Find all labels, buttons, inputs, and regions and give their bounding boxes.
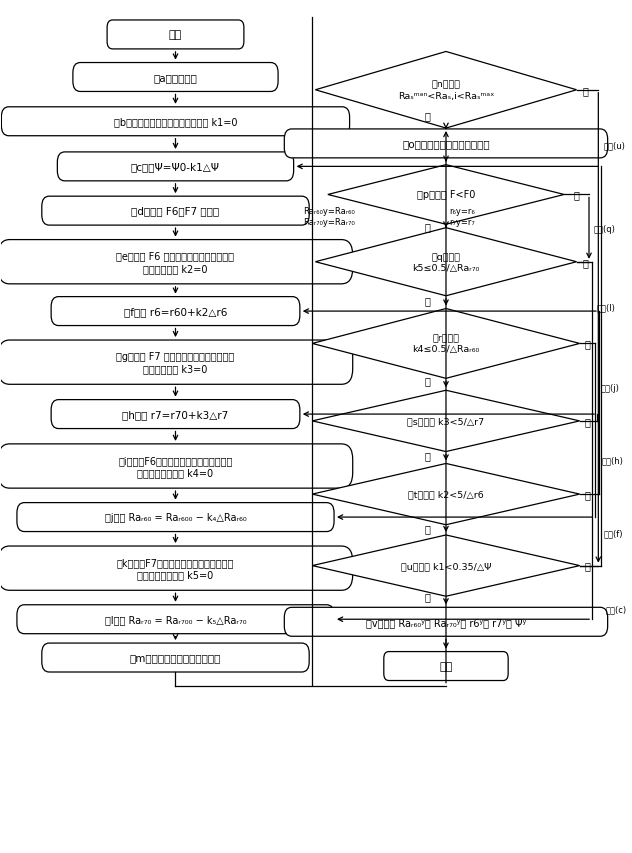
Text: 开始: 开始 [169,31,182,40]
Polygon shape [312,391,580,452]
Text: 否: 否 [425,296,430,305]
Text: 步骤(j): 步骤(j) [600,384,619,392]
Text: 是: 是 [585,561,591,571]
Text: （q）判断
k5≤0.5/△Raᵣ₇₀: （q）判断 k5≤0.5/△Raᵣ₇₀ [412,252,480,272]
FancyBboxPatch shape [284,607,607,636]
Text: 否: 否 [425,375,430,386]
FancyBboxPatch shape [107,21,244,49]
Text: （h）令 r7=r70+k3△r7: （h）令 r7=r70+k3△r7 [123,409,229,420]
Text: 是: 是 [585,416,591,426]
Polygon shape [312,536,580,596]
FancyBboxPatch shape [17,503,334,532]
Polygon shape [312,464,580,525]
FancyBboxPatch shape [0,547,353,590]
Polygon shape [315,229,576,296]
FancyBboxPatch shape [58,153,294,182]
Text: 步骤(u): 步骤(u) [604,142,625,150]
Text: （j）令 Raᵣ₆₀ = Raᵣ₆₀₀ − k₄△Raᵣ₆₀: （j）令 Raᵣ₆₀ = Raᵣ₆₀₀ − k₄△Raᵣ₆₀ [105,513,246,523]
Text: Raᵣ₇₀y=Raᵣ₇₀: Raᵣ₇₀y=Raᵣ₇₀ [303,218,355,227]
Text: 否: 否 [574,190,580,200]
Text: （t）判断 k2<5/△r6: （t）判断 k2<5/△r6 [408,490,484,499]
FancyBboxPatch shape [51,297,300,326]
FancyBboxPatch shape [42,197,309,226]
Text: 结束: 结束 [439,661,453,671]
FancyBboxPatch shape [284,130,607,159]
Text: Raᵣ₆₀y=Raᵣ₆₀: Raᵣ₆₀y=Raᵣ₆₀ [303,207,355,216]
Text: （g）设定 F7 机架上机工作辊辊面硬度及
寻优步长，令 k3=0: （g）设定 F7 机架上机工作辊辊面硬度及 寻优步长，令 k3=0 [116,351,234,374]
FancyBboxPatch shape [1,107,349,136]
Text: （b）设定各初始值及寻优步长，令 k1=0: （b）设定各初始值及寻优步长，令 k1=0 [114,117,237,127]
Text: r₆y=r₆: r₆y=r₆ [449,207,475,216]
FancyBboxPatch shape [17,605,334,634]
Text: 步骤(f): 步骤(f) [604,529,623,538]
Text: r₇y=r₇: r₇y=r₇ [449,218,475,227]
Text: （n）判断
Raₛᵐᵊⁿ<Raₛ,i<Raₛᵐᵃˣ: （n）判断 Raₛᵐᵊⁿ<Raₛ,i<Raₛᵐᵃˣ [398,81,494,101]
FancyBboxPatch shape [42,643,309,672]
Text: （m）计算出口带钐表面粗糍度: （m）计算出口带钐表面粗糍度 [130,653,221,663]
Text: （e）设定 F6 机架上机工作辊辊面硬度及
寻优步长，令 k2=0: （e）设定 F6 机架上机工作辊辊面硬度及 寻优步长，令 k2=0 [116,252,234,274]
Text: 是: 是 [585,490,591,500]
Text: （o）计算粗糍度控制目标函数: （o）计算粗糍度控制目标函数 [402,139,490,149]
FancyBboxPatch shape [73,63,278,92]
FancyBboxPatch shape [384,652,508,681]
Text: （s）判断 k3<5/△r7: （s）判断 k3<5/△r7 [408,417,485,426]
Text: （v）输出 Raᵣ₆₀ʸ， Raᵣ₇₀ʸ， r6ʸ， r7ʸ， Ψʸ: （v）输出 Raᵣ₆₀ʸ， Raᵣ₇₀ʸ， r6ʸ， r7ʸ， Ψʸ [366,617,526,627]
Text: （d）计算 F6、F7 轧制力: （d）计算 F6、F7 轧制力 [131,206,219,217]
FancyBboxPatch shape [0,241,353,285]
Text: （k）设定F7机架上机工作辊原始表面粗糍
度及寻优步长，令 k5=0: （k）设定F7机架上机工作辊原始表面粗糍 度及寻优步长，令 k5=0 [117,557,234,580]
Polygon shape [328,165,564,225]
Text: 否: 否 [425,591,430,601]
Text: 否: 否 [583,85,589,96]
FancyBboxPatch shape [51,400,300,429]
Text: （p）判断 F<F0: （p）判断 F<F0 [416,190,475,200]
Polygon shape [315,52,576,129]
Text: （l）令 Raᵣ₇₀ = Raᵣ₇₀₀ − k₅△Raᵣ₇₀: （l）令 Raᵣ₇₀ = Raᵣ₇₀₀ − k₅△Raᵣ₇₀ [105,614,246,624]
Polygon shape [312,309,580,379]
Text: （u）判断 k1<0.35/△Ψ: （u）判断 k1<0.35/△Ψ [401,561,491,571]
Text: （a）参数收集: （a）参数收集 [154,73,197,83]
Text: （c）令Ψ=Ψ0-k1△Ψ: （c）令Ψ=Ψ0-k1△Ψ [131,162,220,172]
FancyBboxPatch shape [0,444,353,489]
Text: （f）令 r6=r60+k2△r6: （f）令 r6=r60+k2△r6 [124,307,227,316]
Text: （r）判断
k4≤0.5/△Raᵣ₆₀: （r）判断 k4≤0.5/△Raᵣ₆₀ [412,334,480,354]
Text: 步骤(l): 步骤(l) [597,303,616,312]
Text: 否: 否 [425,450,430,461]
Text: 步骤(h): 步骤(h) [602,456,624,465]
Text: 否: 否 [425,524,430,533]
Text: 步骤(q): 步骤(q) [594,224,616,234]
Text: 是: 是 [425,111,430,121]
Text: 步骤(c): 步骤(c) [606,605,627,614]
Text: 是: 是 [425,222,430,232]
FancyBboxPatch shape [0,340,353,385]
Text: （i）设定F6机架上机工作辊原始表面粗糍
度及寻优步长，令 k4=0: （i）设定F6机架上机工作辊原始表面粗糍 度及寻优步长，令 k4=0 [118,456,233,478]
Text: 是: 是 [583,258,589,267]
Text: 是: 是 [585,339,591,349]
